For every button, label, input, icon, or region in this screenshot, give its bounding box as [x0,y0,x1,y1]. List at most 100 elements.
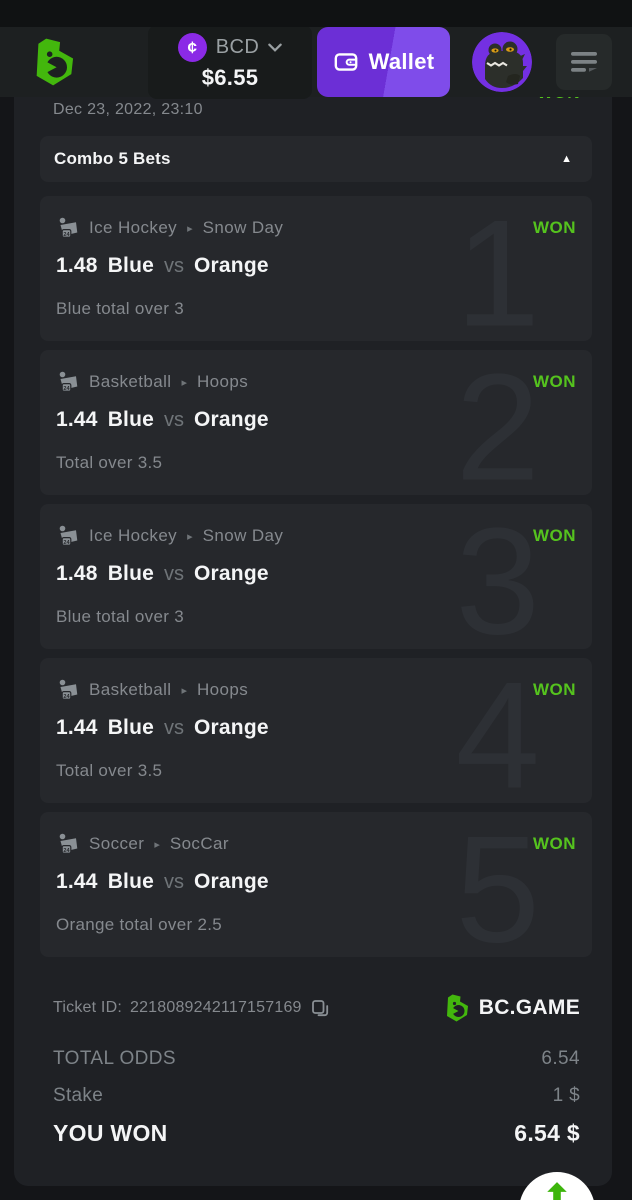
away-team: Orange [194,562,269,585]
away-team: Orange [194,408,269,431]
league-name: Hoops [196,680,249,699]
menu-button[interactable] [556,34,612,90]
stake-label: Stake [53,1085,104,1106]
away-team: Orange [194,716,269,739]
sport-provider-icon: 24 [59,371,78,392]
app-header: ¢ BCD $6.55 Wallet [0,25,632,99]
away-team: Orange [194,254,269,277]
league-name: Snow Day [202,218,284,237]
bet-odds: 1.44 [56,408,98,431]
ticket-id-value: 2218089242117157169 [129,999,302,1016]
up-arrow-icon [547,1182,567,1200]
brand-name: BC.GAME [478,996,580,1019]
league-name: Hoops [196,372,249,391]
bc-game-logo-icon[interactable] [28,36,80,88]
vs-label: vs [164,717,184,739]
currency-selector[interactable]: ¢ BCD $6.55 [148,25,312,99]
breadcrumb-separator-icon: ▸ [181,376,187,389]
wallet-icon [334,53,357,71]
wallet-balance: $6.55 [201,65,259,90]
bet-card-1: 1 24 Ice Hockey ▸ Snow Day WON 1.48 Blue [40,196,592,341]
bc-game-brand: BC.GAME [442,993,580,1023]
ticket-id-label: Ticket ID: [53,999,122,1016]
bet-number-watermark: 1 [455,196,540,341]
sport-name: Basketball [89,372,172,391]
bet-list: 1 24 Ice Hockey ▸ Snow Day WON 1.48 Blue [40,196,592,966]
you-won-label: YOU WON [53,1120,168,1146]
bet-market: Total over 3.5 [56,453,163,472]
svg-text:24: 24 [63,232,70,238]
bet-status-badge: WON [532,372,576,391]
breadcrumb-separator-icon: ▸ [154,838,160,851]
svg-text:24: 24 [63,694,70,700]
status-bar-strip [0,0,632,27]
home-team: Blue [107,254,154,277]
home-team: Blue [107,716,154,739]
home-team: Blue [107,562,154,585]
league-name: Snow Day [202,526,284,545]
sport-provider-icon: 24 [59,525,78,546]
wallet-button[interactable]: Wallet [317,27,450,97]
bc-game-brand-icon [446,994,468,1022]
bet-odds: 1.48 [56,254,98,277]
bet-odds: 1.44 [56,870,98,893]
copy-ticket-id-button[interactable] [310,998,330,1018]
breadcrumb-separator-icon: ▸ [181,684,187,697]
total-odds-label: TOTAL ODDS [53,1048,176,1069]
bet-market: Blue total over 3 [56,299,184,318]
bet-odds: 1.48 [56,562,98,585]
avatar-image [472,32,532,92]
bet-market: Total over 3.5 [56,761,163,780]
menu-icon [571,52,597,72]
bet-number-watermark: 3 [455,504,540,649]
collapse-icon: ▲ [561,153,572,165]
wallet-button-label: Wallet [368,49,435,74]
vs-label: vs [164,563,184,585]
svg-text:24: 24 [63,848,70,854]
bcd-coin-icon: ¢ [177,33,207,62]
home-team: Blue [107,408,154,431]
sport-name: Ice Hockey [89,218,178,237]
bet-number-watermark: 4 [455,658,540,803]
vs-label: vs [164,409,184,431]
svg-text:24: 24 [63,386,70,392]
bet-card-5: 5 24 Soccer ▸ SocCar WON 1.44 Blue [40,812,592,957]
chevron-down-icon [268,43,282,52]
bet-card-4: 4 24 Basketball ▸ Hoops WON 1.44 Blue [40,658,592,803]
bet-card-2: 2 24 Basketball ▸ Hoops WON 1.44 Blue [40,350,592,495]
bet-odds: 1.44 [56,716,98,739]
breadcrumb-separator-icon: ▸ [187,530,193,543]
league-name: SocCar [169,834,229,853]
sport-provider-icon: 24 [59,833,78,854]
bet-number-watermark: 5 [455,812,540,957]
combo-bets-label: Combo 5 Bets [54,149,171,168]
sport-name: Ice Hockey [89,526,178,545]
sport-provider-icon: 24 [59,217,78,238]
home-team: Blue [107,870,154,893]
stake-value: 1 $ [552,1085,580,1106]
bet-status-badge: WON [532,834,576,853]
combo-bets-toggle[interactable]: Combo 5 Bets ▲ [40,136,592,182]
sport-provider-icon: 24 [59,679,78,700]
bet-market: Orange total over 2.5 [56,915,223,934]
vs-label: vs [164,871,184,893]
sport-name: Soccer [89,834,145,853]
bet-market: Blue total over 3 [56,607,184,626]
svg-text:24: 24 [63,540,70,546]
vs-label: vs [164,255,184,277]
bet-status-badge: WON [532,680,576,699]
user-avatar[interactable] [472,32,532,92]
bet-ticket-panel: Dec 23, 2022, 23:10 WON Combo 5 Bets ▲ 1… [14,83,612,1186]
ticket-date: Dec 23, 2022, 23:10 [53,101,203,118]
bet-number-watermark: 2 [455,350,540,495]
total-odds-value: 6.54 [541,1048,580,1069]
bet-status-badge: WON [532,526,576,545]
bet-status-badge: WON [532,218,576,237]
currency-code: BCD [215,36,260,58]
you-won-value: 6.54 $ [514,1120,580,1146]
breadcrumb-separator-icon: ▸ [187,222,193,235]
bet-card-3: 3 24 Ice Hockey ▸ Snow Day WON 1.48 Blue [40,504,592,649]
away-team: Orange [194,870,269,893]
copy-icon [311,1000,328,1017]
